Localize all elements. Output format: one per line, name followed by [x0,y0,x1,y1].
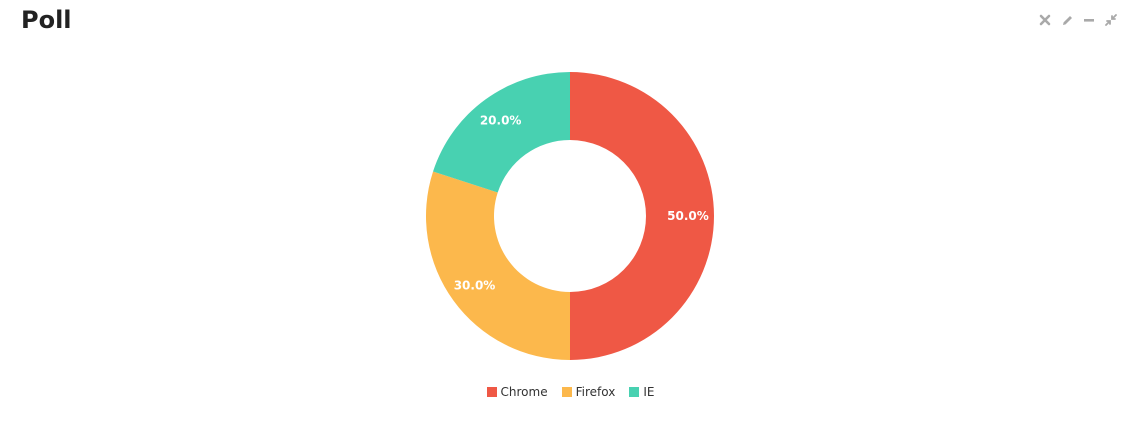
pencil-icon [1062,15,1072,25]
slice-label-firefox: 30.0% [454,278,496,292]
panel-controls [1037,12,1119,28]
slice-label-ie: 20.0% [480,114,522,128]
legend-label: IE [643,385,655,399]
legend-item-chrome[interactable]: Chrome [486,385,548,399]
compress-button[interactable] [1103,12,1119,28]
legend-label: Chrome [500,385,548,399]
chart-legend: Chrome Firefox IE [0,385,1141,399]
close-icon [1039,14,1051,26]
minimize-button[interactable] [1081,12,1097,28]
panel-title: Poll [21,6,72,34]
slice-firefox[interactable] [426,171,570,360]
slice-label-chrome: 50.0% [667,209,709,223]
legend-item-ie[interactable]: IE [629,385,654,399]
legend-swatch [629,387,640,397]
minimize-icon [1084,19,1094,22]
compress-icon [1105,14,1117,26]
legend-label: Firefox [575,385,616,399]
legend-swatch [561,387,572,397]
close-button[interactable] [1037,12,1053,28]
slice-chrome[interactable] [570,72,714,360]
legend-swatch [486,387,497,397]
legend-item-firefox[interactable]: Firefox [561,385,616,399]
slice-ie[interactable] [433,72,570,193]
edit-button[interactable] [1059,12,1075,28]
